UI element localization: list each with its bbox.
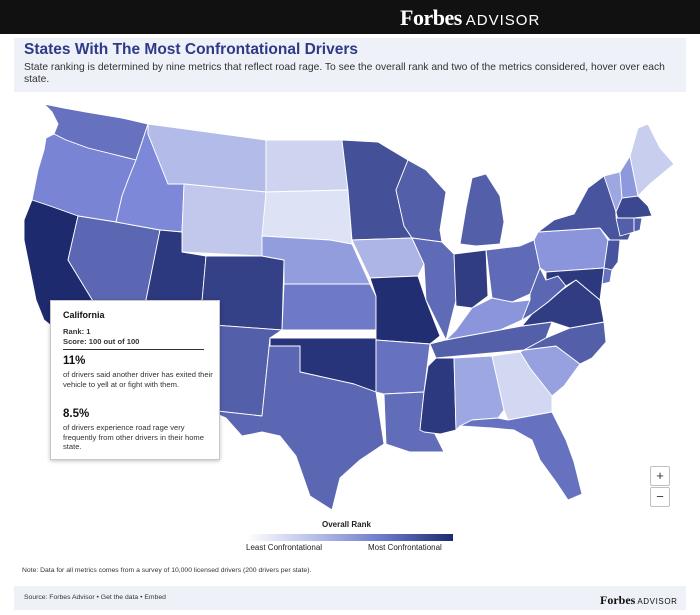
brand-logo[interactable]: Forbes ADVISOR xyxy=(400,5,540,31)
page-title: States With The Most Confrontational Dri… xyxy=(24,41,358,58)
zoom-in-button[interactable]: + xyxy=(650,466,670,486)
state-NJ[interactable] xyxy=(603,239,621,271)
state-tooltip: California Rank: 1 Score: 100 out of 100… xyxy=(50,300,220,460)
top-bar: Forbes ADVISOR xyxy=(0,0,700,34)
footer-brand-logo: Forbes ADVISOR xyxy=(600,591,678,609)
us-choropleth-map xyxy=(23,103,675,511)
state-TX[interactable] xyxy=(207,337,385,511)
state-PA[interactable] xyxy=(533,227,609,273)
tooltip-metric2-value: 8.5% xyxy=(63,408,90,420)
state-ME[interactable] xyxy=(629,123,675,197)
state-IA[interactable] xyxy=(351,237,425,279)
tooltip-state-name: California xyxy=(63,310,105,320)
state-FL[interactable] xyxy=(459,411,583,501)
legend-gradient-bar xyxy=(246,534,453,541)
tooltip-metric2-text: of drivers experience road rage very fre… xyxy=(63,423,204,451)
footer-bar: Source: Forbes Advisor • Get the data • … xyxy=(14,586,686,610)
legend-max-label: Most Confrontational xyxy=(368,543,442,552)
brand-name: Forbes xyxy=(400,5,462,30)
tooltip-metric1-text: of drivers said another driver has exite… xyxy=(63,370,213,389)
state-SD[interactable] xyxy=(261,189,353,245)
tooltip-metric1-value: 11% xyxy=(63,355,86,367)
state-ND[interactable] xyxy=(265,139,349,193)
state-IN[interactable] xyxy=(453,249,489,309)
state-MO[interactable] xyxy=(369,275,441,345)
legend-min-label: Least Confrontational xyxy=(246,543,323,552)
state-KS[interactable] xyxy=(281,283,377,331)
footer-brand-name: Forbes xyxy=(600,593,636,607)
footer-source-links[interactable]: Source: Forbes Advisor • Get the data • … xyxy=(24,594,166,601)
state-AR[interactable] xyxy=(375,339,431,395)
state-WY[interactable] xyxy=(181,183,267,257)
state-MD[interactable] xyxy=(545,267,605,301)
tooltip-rank: Rank: 1 xyxy=(63,327,91,336)
great-lakes xyxy=(446,176,462,252)
tooltip-score: Score: 100 out of 100 xyxy=(63,337,140,346)
legend-title: Overall Rank xyxy=(322,520,371,529)
state-IL[interactable] xyxy=(411,237,457,341)
state-WI[interactable] xyxy=(395,159,447,243)
data-note: Note: Data for all metrics comes from a … xyxy=(22,567,312,574)
footer-brand-suffix: ADVISOR xyxy=(637,597,678,606)
tooltip-divider xyxy=(63,349,204,350)
state-MI[interactable] xyxy=(459,173,505,247)
page-subtitle: State ranking is determined by nine metr… xyxy=(24,62,665,85)
brand-suffix: ADVISOR xyxy=(465,12,541,29)
state-RI[interactable] xyxy=(633,217,643,233)
zoom-out-button[interactable]: − xyxy=(650,487,670,507)
state-MA[interactable] xyxy=(615,195,653,221)
state-NC[interactable] xyxy=(523,321,607,365)
header-panel: States With The Most Confrontational Dri… xyxy=(14,38,686,92)
